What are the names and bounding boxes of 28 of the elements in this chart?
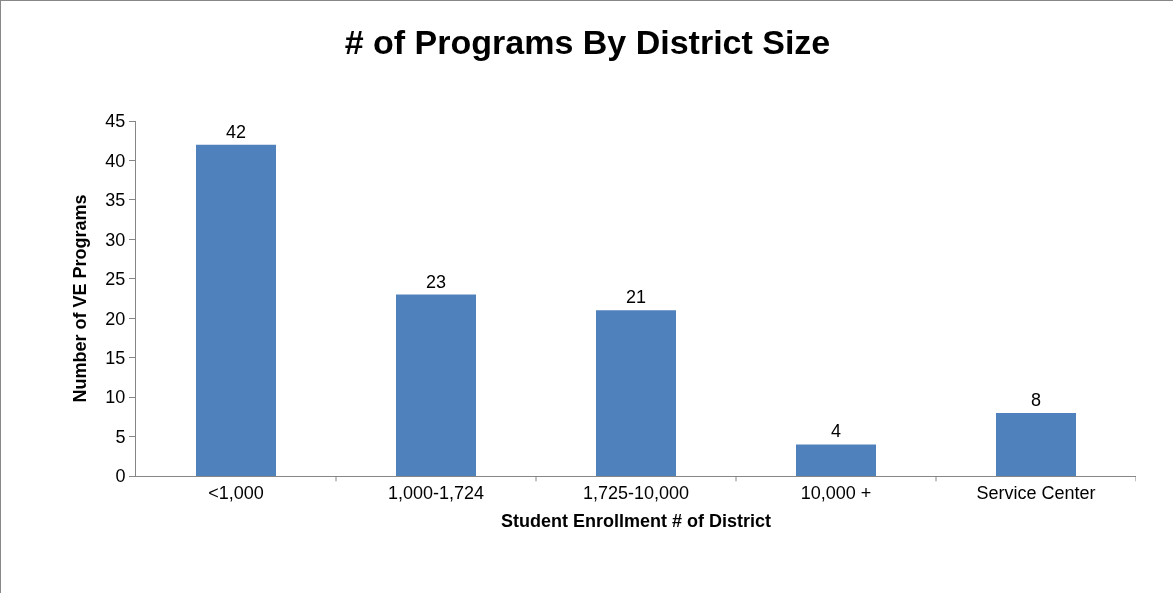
data-label: 21 bbox=[625, 287, 647, 308]
bar bbox=[196, 144, 276, 476]
y-tick-label: 20 bbox=[105, 308, 126, 329]
data-label: 8 bbox=[1030, 389, 1042, 410]
y-tick-label: 45 bbox=[105, 111, 126, 132]
y-tick-label: 0 bbox=[115, 466, 126, 487]
bar bbox=[796, 444, 876, 476]
y-tick-label: 35 bbox=[105, 190, 126, 211]
x-tick-label: <1,000 bbox=[208, 482, 264, 503]
y-tick-label: 15 bbox=[105, 347, 126, 368]
y-tick-label: 10 bbox=[105, 387, 126, 408]
y-axis-title: Number of VE Programs bbox=[69, 194, 90, 403]
data-label: 23 bbox=[425, 271, 447, 292]
bar bbox=[996, 412, 1076, 476]
x-tick-label: Service Center bbox=[976, 482, 1096, 503]
x-tick-label: 1,000-1,724 bbox=[387, 482, 485, 503]
bar bbox=[596, 310, 676, 476]
y-tick-label: 30 bbox=[105, 229, 126, 250]
x-tick-label: 1,725-10,000 bbox=[582, 482, 690, 503]
y-tick-label: 5 bbox=[115, 426, 126, 447]
bar bbox=[396, 294, 476, 476]
data-label: 42 bbox=[225, 121, 247, 142]
x-tick-label: 10,000 + bbox=[800, 482, 872, 503]
x-axis-title: Student Enrollment # of District bbox=[500, 510, 772, 531]
data-label: 4 bbox=[830, 421, 842, 442]
chart-title: # of Programs By District Size bbox=[344, 23, 831, 62]
y-tick-label: 25 bbox=[105, 269, 126, 290]
y-tick-label: 40 bbox=[105, 150, 126, 171]
